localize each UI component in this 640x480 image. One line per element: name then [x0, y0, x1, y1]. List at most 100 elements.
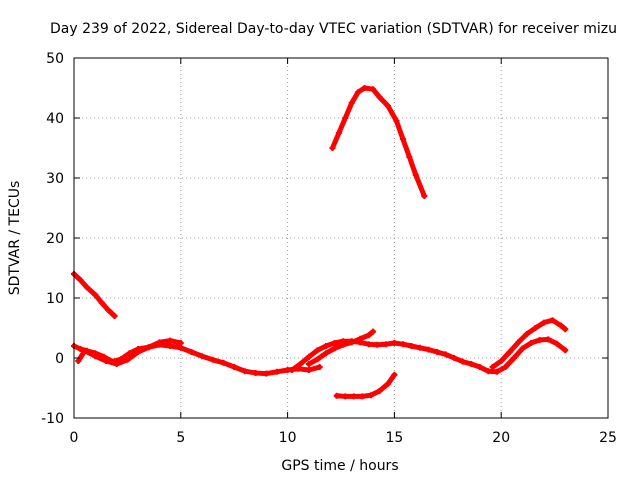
series-point — [305, 361, 312, 367]
series-point — [348, 100, 355, 106]
grid — [74, 58, 608, 418]
series-point — [103, 358, 110, 364]
series-point — [333, 392, 340, 399]
series-point — [421, 193, 428, 199]
series-point — [365, 332, 372, 339]
series-point — [113, 361, 120, 367]
series-point — [316, 364, 323, 370]
series-point — [382, 341, 389, 348]
series-point — [342, 115, 349, 121]
series-point — [399, 341, 406, 348]
series-point — [323, 350, 330, 357]
series-point — [305, 353, 312, 360]
series-point — [124, 356, 131, 363]
series-point — [340, 341, 347, 348]
series-point — [111, 313, 118, 319]
series-point — [549, 317, 556, 324]
series-point — [391, 371, 398, 378]
series-point — [540, 319, 547, 326]
chart-title: Day 239 of 2022, Sidereal Day-to-day VTE… — [50, 21, 617, 37]
series-point — [98, 299, 105, 306]
series-point — [241, 368, 248, 375]
series-line-arc-d — [71, 342, 323, 377]
series-point — [199, 353, 206, 360]
series-point — [355, 89, 362, 96]
series-point — [83, 284, 90, 291]
series-point — [511, 355, 518, 361]
series-point — [558, 322, 565, 329]
series-point — [374, 341, 381, 348]
series-point — [399, 136, 406, 142]
series-point — [562, 347, 569, 354]
series-point — [331, 345, 338, 352]
series-line-arc-h — [490, 317, 568, 370]
series-point — [498, 358, 505, 364]
series-point — [506, 349, 513, 355]
series-point — [502, 364, 509, 370]
series-point — [370, 328, 377, 335]
series-point — [252, 370, 259, 376]
series-point — [357, 335, 364, 342]
y-tick-label: 30 — [46, 171, 64, 187]
series-point — [167, 337, 174, 344]
series-point — [367, 392, 374, 399]
series-point — [305, 367, 312, 373]
y-tick-label: 50 — [46, 51, 64, 67]
series-point — [188, 349, 195, 355]
series-point — [384, 103, 391, 109]
series-point — [77, 346, 84, 352]
x-tick-label: 25 — [599, 430, 617, 446]
series-line-arc-c — [334, 372, 397, 399]
y-tick-label: 0 — [55, 351, 64, 367]
series-point — [177, 340, 184, 346]
series-point — [167, 343, 174, 349]
series-point — [331, 340, 338, 346]
x-tick-label: 5 — [176, 430, 185, 446]
series-point — [442, 351, 449, 358]
series-line-arc-f — [289, 336, 568, 375]
series-point — [335, 130, 342, 136]
series-point — [376, 388, 383, 394]
series-point — [519, 345, 526, 352]
series-point — [485, 368, 492, 375]
series-point — [135, 349, 142, 355]
x-tick-label: 15 — [385, 430, 403, 446]
series-point — [342, 393, 349, 400]
series-point — [75, 358, 82, 364]
series-point — [562, 326, 569, 333]
series-point — [297, 361, 304, 367]
series-line-arc-b — [330, 85, 427, 199]
y-tick-label: -10 — [41, 411, 64, 427]
series-point — [209, 356, 216, 363]
series-point — [536, 337, 543, 343]
series-point — [263, 370, 270, 377]
series-point — [288, 367, 295, 373]
series-point — [545, 336, 552, 343]
series-point — [231, 364, 238, 370]
series-point — [406, 154, 413, 160]
axes: 0 5 10 15 20 25 -10 0 10 20 30 40 50 — [41, 51, 617, 446]
series-point — [468, 361, 475, 367]
series-point — [412, 172, 419, 178]
series-point — [393, 118, 400, 124]
series-point — [361, 85, 368, 91]
series-point — [92, 292, 99, 298]
x-axis-label: GPS time / hours — [281, 458, 398, 474]
series-point — [370, 86, 377, 93]
series-point — [425, 346, 432, 353]
y-tick-label: 40 — [46, 111, 64, 127]
y-axis-label: SDTVAR / TECUs — [7, 181, 23, 296]
series-point — [391, 340, 398, 346]
series-point — [384, 380, 391, 387]
series-point — [359, 393, 366, 400]
series-point — [459, 358, 466, 365]
x-tick-label: 10 — [279, 430, 297, 446]
series-point — [145, 344, 152, 351]
series-point — [220, 359, 227, 366]
series-point — [323, 343, 330, 349]
series-point — [273, 368, 280, 375]
series-point — [493, 368, 500, 375]
series-point — [476, 364, 483, 370]
series-point — [434, 349, 441, 355]
